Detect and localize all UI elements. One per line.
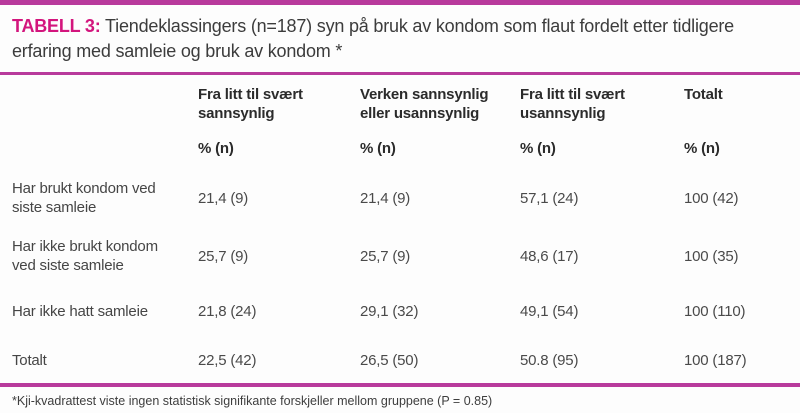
table-caption: Tiendeklassingers (n=187) syn på bruk av… (12, 16, 734, 61)
table-title: TABELL 3: Tiendeklassingers (n=187) syn … (12, 14, 788, 64)
subheader-cell-2: % (n) (360, 140, 396, 157)
table-number-label: TABELL 3: (12, 16, 101, 36)
data-table: Fra litt til svært sannsynlig Verken san… (0, 75, 800, 383)
row-label: Har ikke hatt samleie (12, 302, 148, 320)
cell-value: 22,5 (42) (198, 351, 257, 369)
subheader-cell-4: % (n) (684, 140, 720, 157)
top-rule (0, 0, 800, 5)
cell-value: 100 (42) (684, 189, 739, 207)
header-row: Fra litt til svært sannsynlig Verken san… (12, 85, 790, 139)
header-rule (0, 72, 800, 75)
subheader-cell-3: % (n) (520, 140, 556, 157)
cell-value: 21,4 (9) (198, 189, 249, 207)
header-cell-likely: Fra litt til svært sannsynlig (198, 86, 303, 122)
cell-value: 26,5 (50) (360, 351, 419, 369)
cell-value: 21,8 (24) (198, 302, 257, 320)
cell-value: 100 (35) (684, 247, 739, 265)
cell-value: 29,1 (32) (360, 302, 419, 320)
cell-value: 57,1 (24) (520, 189, 579, 207)
cell-value: 48,6 (17) (520, 247, 579, 265)
row-label: Har brukt kondom ved siste samleie (12, 180, 156, 216)
header-cell-total: Totalt (684, 86, 723, 103)
footer-rule (0, 383, 800, 387)
subheader-cell-1: % (n) (198, 140, 234, 157)
table-row-total: Totalt 22,5 (42) 26,5 (50) 50.8 (95) 100… (12, 337, 790, 383)
cell-value: 21,4 (9) (360, 189, 411, 207)
cell-value: 49,1 (54) (520, 302, 579, 320)
footnote: *Kji-kvadrattest viste ingen statistisk … (12, 394, 493, 408)
cell-value: 25,7 (9) (198, 247, 249, 265)
row-label: Har ikke brukt kondom ved siste samleie (12, 238, 158, 274)
table-row: Har ikke hatt samleie 21,8 (24) 29,1 (32… (12, 285, 790, 337)
header-cell-unlikely: Fra litt til svært usannsynlig (520, 86, 625, 122)
cell-value: 100 (110) (684, 302, 746, 320)
cell-value: 50.8 (95) (520, 351, 579, 369)
cell-value: 100 (187) (684, 351, 747, 369)
table-row: Har brukt kondom ved siste samleie 21,4 … (12, 169, 790, 227)
header-cell-neither: Verken sannsynlig eller usannsynlig (360, 86, 489, 122)
table-row: Har ikke brukt kondom ved siste samleie … (12, 227, 790, 285)
cell-value: 25,7 (9) (360, 247, 411, 265)
row-label: Totalt (12, 351, 47, 369)
subheader-row: % (n) % (n) % (n) % (n) (12, 139, 790, 169)
